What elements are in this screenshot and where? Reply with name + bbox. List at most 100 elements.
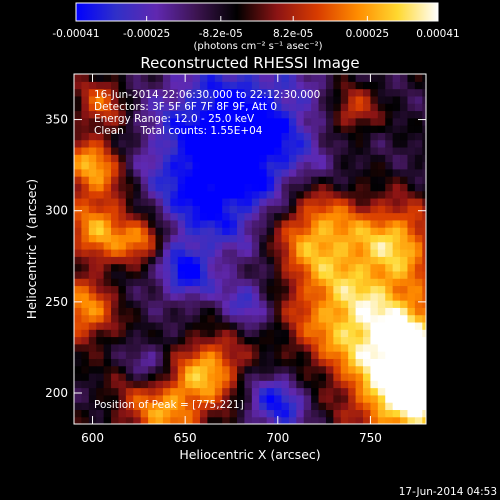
heatmap-pixel: [125, 241, 134, 250]
heatmap-pixel: [422, 197, 426, 206]
heatmap-pixel: [140, 365, 149, 374]
heatmap-pixel: [392, 234, 401, 243]
heatmap-pixel: [103, 249, 112, 257]
heatmap-pixel: [422, 241, 426, 250]
heatmap-pixel: [407, 380, 416, 389]
heatmap-pixel: [348, 139, 357, 148]
heatmap-pixel: [118, 95, 127, 104]
heatmap-pixel: [370, 168, 379, 177]
heatmap-pixel: [363, 234, 372, 243]
heatmap-pixel: [237, 103, 246, 112]
heatmap-pixel: [318, 336, 327, 345]
heatmap-pixel: [214, 197, 223, 206]
heatmap-pixel: [296, 197, 305, 206]
heatmap-pixel: [125, 336, 134, 345]
heatmap-pixel: [170, 103, 179, 112]
heatmap-pixel: [81, 307, 90, 316]
heatmap-pixel: [140, 387, 149, 396]
heatmap-pixel: [199, 219, 208, 228]
heatmap-pixel: [400, 168, 409, 177]
heatmap-pixel: [266, 190, 275, 199]
heatmap-pixel: [325, 95, 334, 104]
heatmap-pixel: [340, 300, 349, 308]
heatmap-pixel: [281, 132, 290, 141]
heatmap-pixel: [162, 336, 171, 345]
heatmap-pixel: [400, 88, 409, 97]
heatmap-pixel: [251, 329, 260, 338]
heatmap-pixel: [96, 270, 105, 279]
heatmap-pixel: [355, 197, 364, 206]
heatmap-pixel: [229, 103, 238, 112]
heatmap-pixel: [414, 351, 423, 359]
heatmap-pixel: [363, 205, 372, 214]
heatmap-pixel: [111, 161, 120, 170]
heatmap-pixel: [148, 402, 157, 411]
heatmap-pixel: [155, 351, 164, 359]
heatmap-pixel: [155, 278, 164, 287]
heatmap-pixel: [185, 103, 194, 112]
heatmap-pixel: [244, 307, 253, 316]
heatmap-pixel: [207, 358, 216, 367]
heatmap-pixel: [392, 190, 401, 199]
heatmap-pixel: [177, 372, 186, 381]
heatmap-pixel: [311, 190, 320, 199]
heatmap-pixel: [340, 241, 349, 250]
heatmap-pixel: [385, 110, 394, 119]
heatmap-pixel: [133, 329, 142, 338]
heatmap-pixel: [155, 292, 164, 301]
heatmap-pixel: [237, 190, 246, 199]
heatmap-pixel: [348, 219, 357, 228]
heatmap-pixel: [392, 154, 401, 163]
heatmap-pixel: [318, 234, 327, 243]
heatmap-pixel: [140, 263, 149, 272]
heatmap-pixel: [192, 117, 201, 126]
heatmap-pixel: [385, 358, 394, 367]
heatmap-pixel: [318, 183, 327, 192]
heatmap-pixel: [259, 278, 268, 287]
heatmap-pixel: [74, 358, 83, 367]
heatmap-pixel: [229, 154, 238, 163]
heatmap-pixel: [133, 139, 142, 148]
heatmap-pixel: [88, 212, 97, 221]
heatmap-pixel: [229, 292, 238, 301]
heatmap-pixel: [111, 176, 120, 184]
heatmap-pixel: [74, 336, 83, 345]
heatmap-pixel: [318, 197, 327, 206]
heatmap-pixel: [392, 219, 401, 228]
heatmap-pixel: [177, 219, 186, 228]
heatmap-pixel: [118, 285, 127, 294]
heatmap-pixel: [288, 329, 297, 338]
heatmap-pixel: [111, 183, 120, 192]
heatmap-pixel: [207, 139, 216, 148]
heatmap-pixel: [74, 132, 83, 141]
heatmap-pixel: [325, 110, 334, 119]
heatmap-pixel: [414, 168, 423, 177]
heatmap-pixel: [192, 380, 201, 389]
heatmap-pixel: [377, 409, 386, 418]
heatmap-pixel: [377, 132, 386, 141]
heatmap-pixel: [400, 270, 409, 279]
heatmap-pixel: [214, 270, 223, 279]
heatmap-pixel: [96, 285, 105, 294]
heatmap-pixel: [103, 365, 112, 374]
heatmap-pixel: [340, 343, 349, 352]
heatmap-pixel: [244, 249, 253, 257]
heatmap-pixel: [311, 307, 320, 316]
heatmap-pixel: [333, 409, 342, 418]
heatmap-pixel: [237, 176, 246, 184]
heatmap-pixel: [222, 300, 231, 308]
heatmap-pixel: [392, 197, 401, 206]
heatmap-pixel: [177, 88, 186, 97]
heatmap-pixel: [363, 285, 372, 294]
heatmap-pixel: [170, 190, 179, 199]
heatmap-pixel: [192, 329, 201, 338]
heatmap-pixel: [422, 190, 426, 199]
heatmap-pixel: [125, 351, 134, 359]
heatmap-pixel: [177, 307, 186, 316]
heatmap-pixel: [259, 110, 268, 119]
x-tick-label: 600: [81, 431, 104, 445]
heatmap-pixel: [88, 394, 97, 403]
heatmap-pixel: [237, 314, 246, 323]
heatmap-pixel: [81, 416, 90, 424]
heatmap-pixel: [422, 176, 426, 184]
